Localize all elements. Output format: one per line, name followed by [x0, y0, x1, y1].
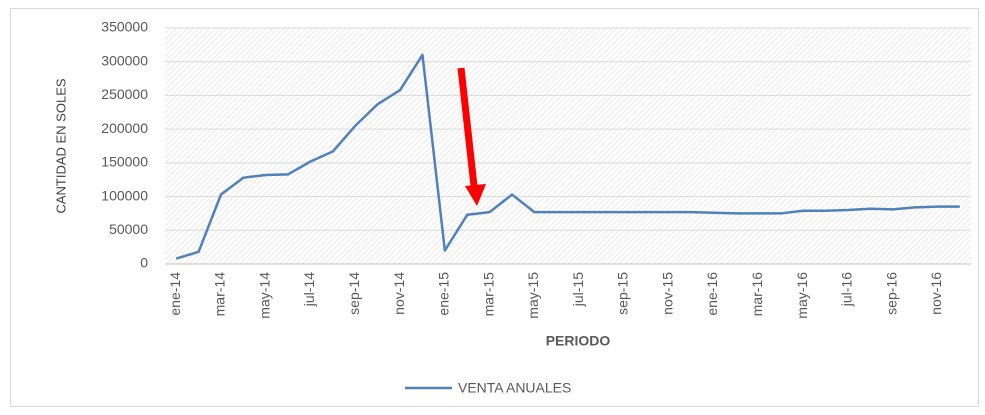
x-tick-label: mar-15 [480, 272, 496, 317]
y-axis-label: CANTIDAD EN SOLES [53, 78, 68, 213]
x-tick-label: ene-14 [167, 272, 183, 316]
series-line [175, 53, 960, 260]
x-tick-label: sep-16 [883, 272, 899, 315]
x-tick-label: jul-14 [301, 272, 317, 307]
y-tick-label: 0 [140, 255, 148, 271]
x-tick-label: nov-14 [391, 272, 407, 315]
x-tick-label: may-16 [794, 272, 810, 319]
x-tick-label: may-14 [256, 272, 272, 319]
x-tick-label: sep-14 [346, 272, 362, 315]
plot-area [165, 28, 971, 264]
y-tick-label: 350000 [101, 19, 148, 35]
x-tick-label: ene-15 [436, 272, 452, 316]
y-tick-label: 250000 [101, 86, 148, 102]
legend-label: VENTA ANUALES [458, 380, 571, 396]
x-tick-label: sep-15 [615, 272, 631, 315]
x-tick-label: may-15 [525, 272, 541, 319]
x-tick-label: mar-14 [212, 272, 228, 317]
y-tick-label: 50000 [109, 221, 148, 237]
x-axis-label: PERIODO [546, 333, 611, 349]
annotation-arrow [457, 67, 486, 206]
y-tick-label: 200000 [101, 120, 148, 136]
x-tick-label: jul-15 [570, 272, 586, 307]
x-tick-label: jul-16 [839, 272, 855, 307]
x-tick-label: nov-16 [928, 272, 944, 315]
x-tick-label: ene-16 [704, 272, 720, 316]
x-tick-label: mar-16 [749, 272, 765, 317]
y-tick-label: 100000 [101, 187, 148, 203]
x-tick-label: nov-15 [659, 272, 675, 315]
y-tick-label: 300000 [101, 52, 148, 68]
y-tick-label: 150000 [101, 154, 148, 170]
